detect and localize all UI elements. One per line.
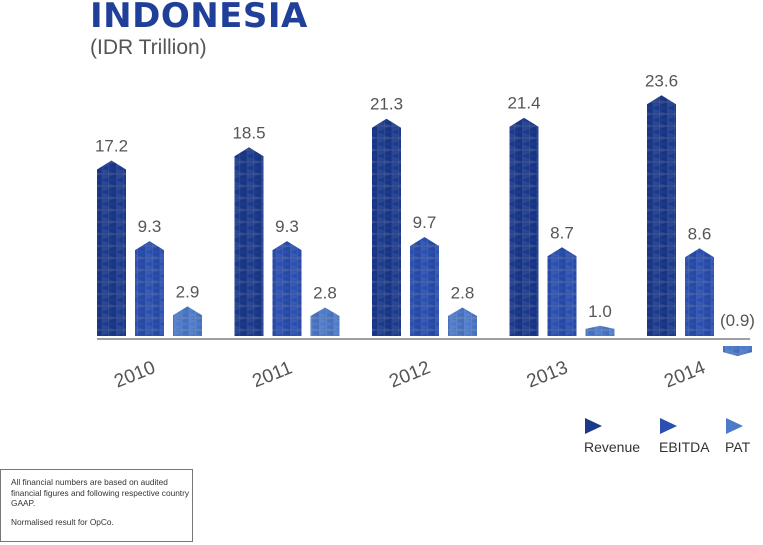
legend-marker-pat — [726, 418, 743, 434]
x-tick-2011: 2011 — [250, 358, 296, 393]
x-tick-2013: 2013 — [524, 357, 571, 392]
bar-pat-2013 — [586, 326, 615, 336]
footnote-box: All financial numbers are based on audit… — [0, 469, 193, 542]
value-label-ebitda-2014: 8.6 — [688, 224, 712, 243]
value-label-pat-2011: 2.8 — [313, 283, 337, 302]
bar-revenue-2010 — [97, 161, 126, 336]
value-label-ebitda-2012: 9.7 — [413, 213, 437, 232]
bar-ebitda-2010 — [135, 241, 164, 336]
legend-label-pat: PAT — [725, 439, 751, 455]
legend-label-revenue: Revenue — [584, 439, 640, 455]
value-label-revenue-2013: 21.4 — [507, 94, 540, 113]
bar-ebitda-2013 — [548, 247, 577, 336]
value-label-ebitda-2010: 9.3 — [138, 217, 162, 236]
x-tick-2012: 2012 — [386, 357, 433, 392]
bar-pat-2010 — [173, 306, 202, 336]
x-tick-2010: 2010 — [111, 357, 158, 392]
legend-item-pat: PAT — [725, 418, 751, 455]
value-label-revenue-2011: 18.5 — [232, 123, 265, 142]
value-label-revenue-2012: 21.3 — [370, 95, 403, 114]
bar-revenue-2012 — [372, 119, 401, 336]
bar-ebitda-2012 — [410, 237, 439, 336]
bar-ebitda-2011 — [273, 241, 302, 336]
value-label-pat-2012: 2.8 — [451, 283, 475, 302]
value-label-ebitda-2011: 9.3 — [275, 217, 299, 236]
legend-item-revenue: Revenue — [584, 418, 640, 455]
bar-pat-2011 — [311, 307, 340, 336]
value-label-pat-2010: 2.9 — [176, 282, 200, 301]
bar-revenue-2011 — [235, 147, 264, 336]
bar-pat-2014 — [723, 346, 752, 356]
bar-revenue-2013 — [510, 118, 539, 336]
value-label-pat-2014: (0.9) — [720, 311, 755, 330]
value-label-pat-2013: 1.0 — [588, 302, 612, 321]
x-tick-2014: 2014 — [661, 357, 708, 392]
legend-item-ebitda: EBITDA — [659, 418, 710, 455]
value-label-revenue-2010: 17.2 — [95, 137, 128, 156]
legend-label-ebitda: EBITDA — [659, 439, 710, 455]
value-label-revenue-2014: 23.6 — [645, 71, 678, 90]
value-label-ebitda-2013: 8.7 — [550, 223, 574, 242]
legend-marker-ebitda — [660, 418, 677, 434]
bar-pat-2012 — [448, 307, 477, 336]
bar-ebitda-2014 — [685, 248, 714, 336]
bar-revenue-2014 — [647, 95, 676, 336]
footnote-line-2: Normalised result for OpCo. — [11, 517, 192, 528]
footnote-line-1: All financial numbers are based on audit… — [11, 477, 192, 509]
legend-marker-revenue — [585, 418, 602, 434]
